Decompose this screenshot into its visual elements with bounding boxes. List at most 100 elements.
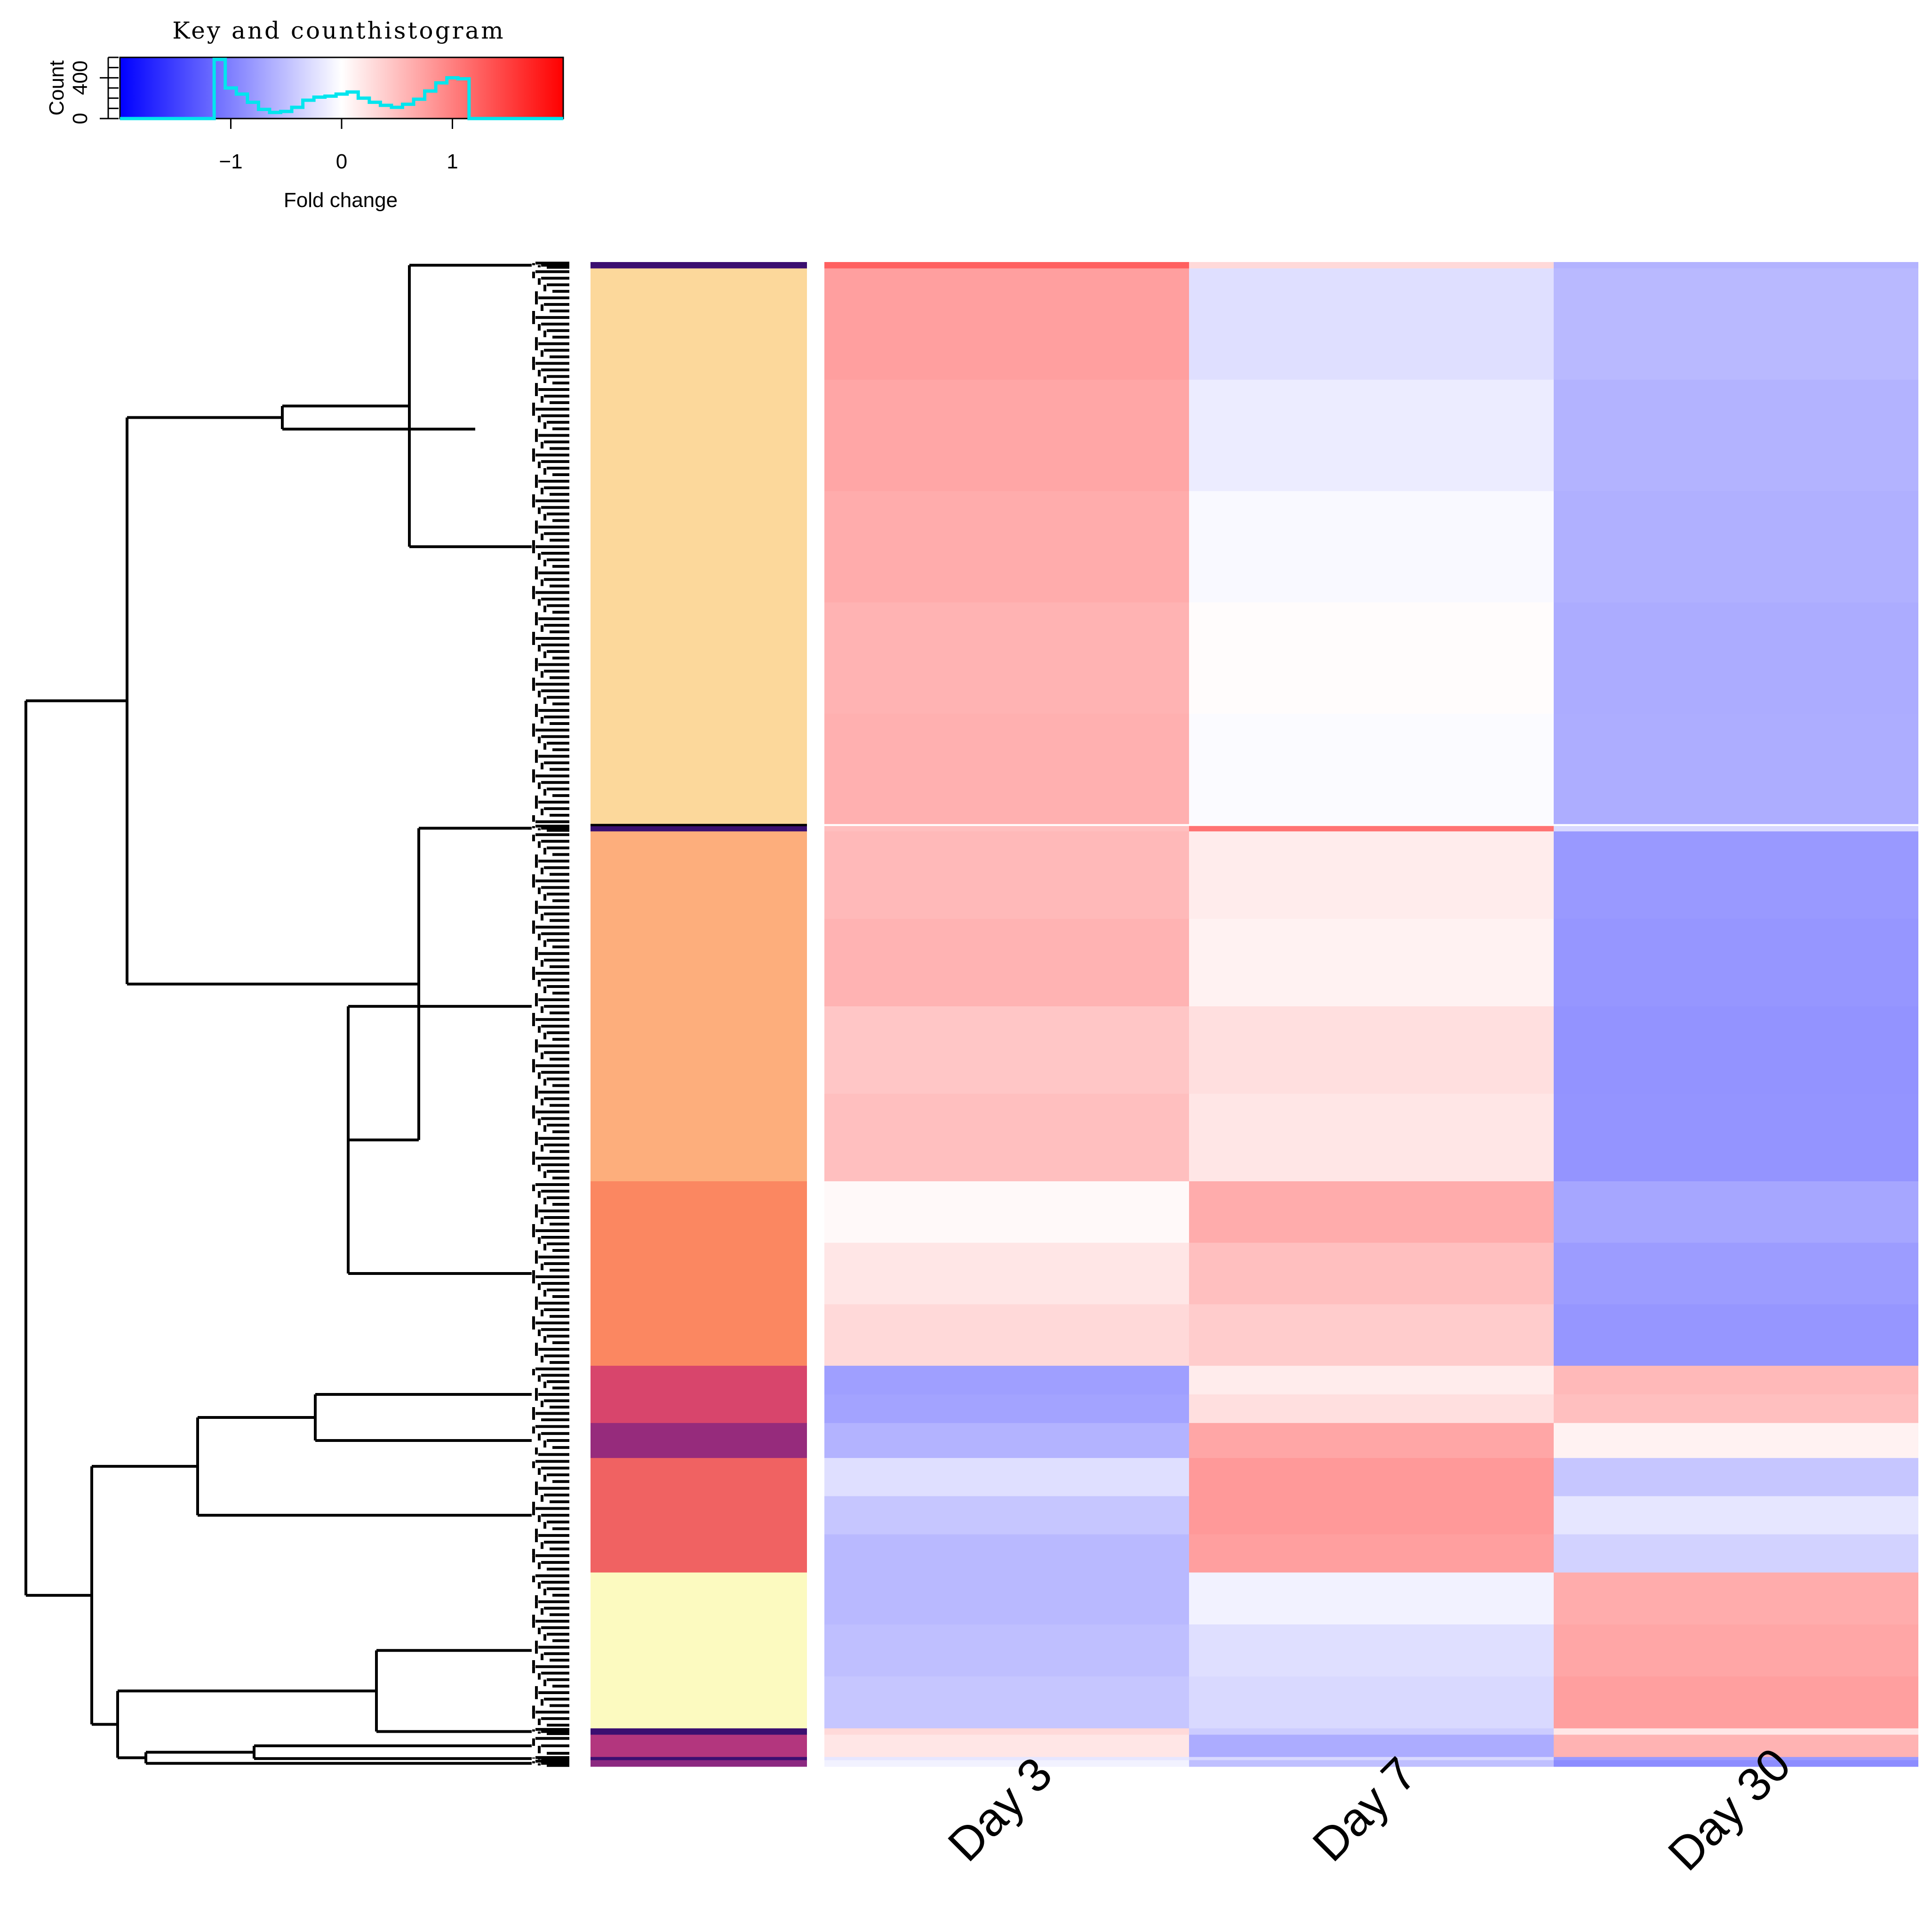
heatmap-cell	[1554, 262, 1918, 269]
heatmap-cell	[1189, 1757, 1554, 1761]
heatmap-cell	[824, 1366, 1189, 1395]
heatmap-cell	[824, 1394, 1189, 1424]
heatmap-cell	[1189, 1423, 1554, 1458]
key-title: Key and counthistogram	[172, 17, 505, 44]
heatmap-cell	[824, 1181, 1189, 1243]
heatmap-cell	[1554, 1534, 1918, 1573]
heatmap-cell	[824, 1496, 1189, 1535]
heatmap-cell	[1189, 919, 1554, 1007]
heatmap-cell	[1554, 1394, 1918, 1424]
heatmap-cell	[824, 1534, 1189, 1573]
heatmap-cell	[1554, 1757, 1918, 1761]
heatmap-cell	[1554, 1181, 1918, 1243]
cluster-band	[591, 1757, 807, 1760]
heatmap-cell	[824, 602, 1189, 714]
heatmap-cell	[1554, 1242, 1918, 1305]
heatmap-cell	[1189, 1242, 1554, 1305]
heatmap-cell	[1189, 491, 1554, 603]
heatmap-cell	[1554, 1304, 1918, 1366]
heatmap-cell	[1189, 268, 1554, 380]
key-histogram-line	[120, 57, 563, 120]
heatmap-cell	[1189, 1728, 1554, 1735]
heatmap-cell	[1554, 1496, 1918, 1535]
heatmap-cell	[1554, 1572, 1918, 1625]
key-x-tick-label: 0	[336, 150, 347, 173]
heatmap-cell	[824, 1006, 1189, 1094]
heatmap-cell	[1189, 825, 1554, 832]
cluster-band	[591, 268, 807, 826]
heatmap-cell	[824, 1757, 1189, 1761]
heatmap-cell	[1554, 1423, 1918, 1458]
heatmap-cell	[824, 1728, 1189, 1735]
heatmap-cell	[1189, 602, 1554, 714]
key-y-tick-label: 0	[69, 113, 92, 124]
row-dendrogram	[24, 262, 569, 1767]
heatmap-cell	[1189, 1534, 1554, 1573]
heatmap-cell	[1189, 1735, 1554, 1758]
heatmap-cell	[824, 491, 1189, 603]
heatmap-cell	[1554, 491, 1918, 603]
heatmap-cell	[1554, 1458, 1918, 1496]
cluster-band	[591, 1735, 807, 1758]
heatmap-cell	[824, 1304, 1189, 1366]
heatmap-cell	[1554, 919, 1918, 1007]
heatmap-cell	[824, 1676, 1189, 1729]
heatmap-cell	[1189, 262, 1554, 269]
heatmap-cell	[1554, 1366, 1918, 1395]
heatmap-cell	[1554, 1676, 1918, 1729]
heatmap-cell	[1554, 1728, 1918, 1735]
cluster-band	[591, 1423, 807, 1458]
heatmap-cell	[1554, 1624, 1918, 1677]
heatmap-cell	[1189, 1624, 1554, 1677]
heatmap-cell	[1189, 1760, 1554, 1767]
key-gradient-bar	[119, 56, 564, 119]
heatmap-cell	[1189, 1496, 1554, 1535]
heatmap-cell	[824, 268, 1189, 380]
heatmap-cells	[824, 262, 1918, 1767]
heatmap-cell	[1189, 1394, 1554, 1424]
heatmap-cell	[1554, 380, 1918, 492]
cluster-band	[591, 825, 807, 832]
heatmap-cell	[824, 1423, 1189, 1458]
heatmap-cell	[824, 1735, 1189, 1758]
key-x-tick-label: −1	[219, 150, 242, 173]
key-x-axis: −1 0 1	[219, 119, 458, 173]
heatmap-cell	[824, 1624, 1189, 1677]
color-key: Key and counthistogram 0 400 −1 0 1 Count F…	[45, 17, 564, 212]
cluster-band	[591, 1728, 807, 1735]
cluster-color-bar	[591, 262, 807, 1767]
key-y-tick-label: 400	[69, 61, 92, 95]
heatmap-cell	[1189, 1181, 1554, 1243]
heatmap-cell	[1554, 1760, 1918, 1767]
heatmap-cell	[1554, 1735, 1918, 1758]
heatmap-cell	[1189, 1676, 1554, 1729]
heatmap-cell	[1189, 1366, 1554, 1395]
heatmap-cell	[824, 1094, 1189, 1182]
cluster-band	[591, 262, 807, 269]
heatmap-cell	[824, 262, 1189, 269]
heatmap-cell	[824, 825, 1189, 832]
heatmap-cell	[1554, 1006, 1918, 1094]
heatmap-cell	[1189, 1006, 1554, 1094]
cluster-band	[591, 1181, 807, 1366]
heatmap-cell	[1554, 602, 1918, 714]
cluster-band	[591, 1760, 807, 1767]
heatmap-cell	[824, 1458, 1189, 1496]
heatmap-cell	[1189, 1458, 1554, 1496]
key-y-axis: 0 400	[69, 56, 119, 124]
heatmap-cell	[1554, 268, 1918, 380]
heatmap-cell	[1189, 714, 1554, 826]
heatmap-cell	[1189, 831, 1554, 919]
heatmap-cell	[824, 1242, 1189, 1305]
key-x-label: Fold change	[284, 189, 398, 212]
key-x-tick-label: 1	[447, 150, 458, 173]
heatmap-cell	[1189, 1572, 1554, 1625]
heatmap-cell	[824, 380, 1189, 492]
heatmap-cell	[1554, 825, 1918, 832]
key-y-label: Count	[45, 60, 68, 115]
heatmap-cell	[824, 1572, 1189, 1625]
heatmap-cell	[1554, 831, 1918, 919]
heatmap-cell	[1554, 714, 1918, 826]
heatmap-cell	[824, 831, 1189, 919]
